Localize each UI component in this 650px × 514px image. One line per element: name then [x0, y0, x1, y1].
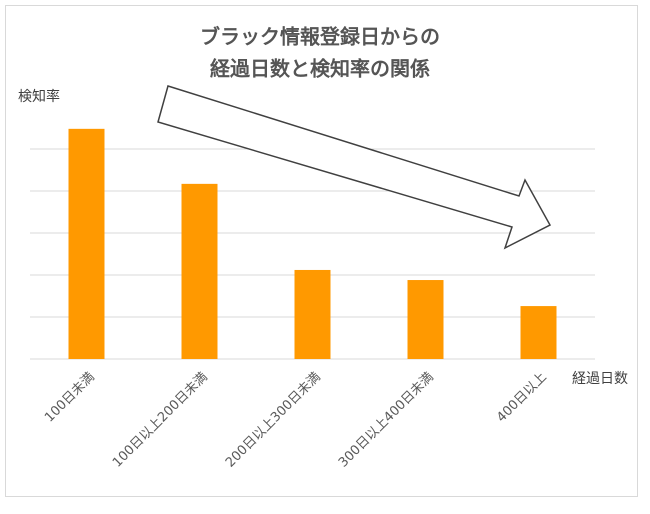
bars — [68, 128, 557, 359]
chart-title: 経過日数と検知率の関係 — [210, 57, 430, 81]
bar — [294, 269, 331, 359]
x-axis-label: 経過日数 — [572, 371, 628, 387]
chart-title: ブラック情報登録日からの — [200, 25, 440, 49]
trend-arrow — [157, 85, 552, 250]
bar — [407, 280, 444, 359]
chart-frame — [5, 5, 638, 497]
bar — [68, 128, 105, 359]
y-axis-label: 検知率 — [18, 88, 60, 105]
bar — [181, 183, 218, 359]
bar — [520, 306, 557, 359]
